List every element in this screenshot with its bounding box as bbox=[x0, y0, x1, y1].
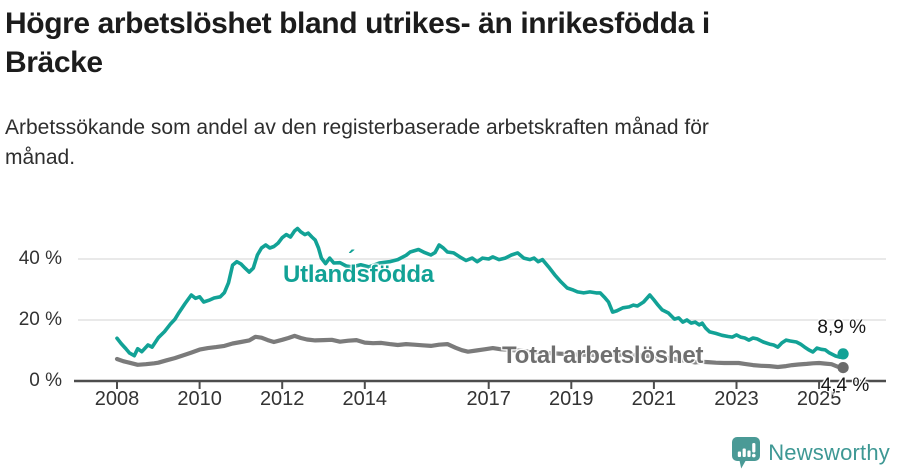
y-axis-label-40: 40 % bbox=[18, 248, 62, 269]
page-title: Högre arbetslöshet bland utrikes- än inr… bbox=[5, 4, 875, 82]
x-axis-label-2023: 2023 bbox=[714, 388, 759, 410]
series-label-utlandsfodda: Utlandsfödda bbox=[283, 261, 434, 288]
newsworthy-logo-icon bbox=[732, 437, 761, 469]
x-axis-label-2017: 2017 bbox=[466, 388, 511, 410]
y-axis-label-0: 0 % bbox=[29, 370, 62, 391]
newsworthy-branding[interactable]: Newsworthy bbox=[731, 436, 890, 470]
newsworthy-wordmark: Newsworthy bbox=[768, 440, 890, 465]
x-axis-label-2010: 2010 bbox=[177, 388, 222, 410]
chart-subtitle-line-1: Arbetssökande som andel av den registerb… bbox=[5, 116, 709, 139]
x-axis-label-2021: 2021 bbox=[631, 388, 677, 410]
x-axis-label-2012: 2012 bbox=[259, 388, 305, 410]
end-value-label-total: 4,4 % bbox=[820, 375, 870, 396]
x-axis-label-2019: 2019 bbox=[549, 388, 594, 410]
page-title-line-1: Högre arbetslöshet bland utrikes- än inr… bbox=[5, 7, 710, 40]
y-axis-label-20: 20 % bbox=[18, 309, 62, 330]
x-axis-label-2014: 2014 bbox=[342, 388, 388, 410]
x-axis-label-2008: 2008 bbox=[94, 388, 140, 410]
series-label-accent-mark: ´ bbox=[348, 246, 356, 271]
x-axis-label-2025: 2025 bbox=[796, 388, 842, 410]
series-label-total-arbetsloshet: Total arbetslöshet bbox=[502, 342, 704, 369]
chart-subtitle-line-2: månad. bbox=[5, 146, 76, 169]
chart-subtitle: Arbetssökande som andel av den registerb… bbox=[5, 113, 835, 173]
page-title-line-2: Bräcke bbox=[5, 46, 103, 79]
end-value-label-utlandsfodda: 8,9 % bbox=[817, 317, 866, 338]
